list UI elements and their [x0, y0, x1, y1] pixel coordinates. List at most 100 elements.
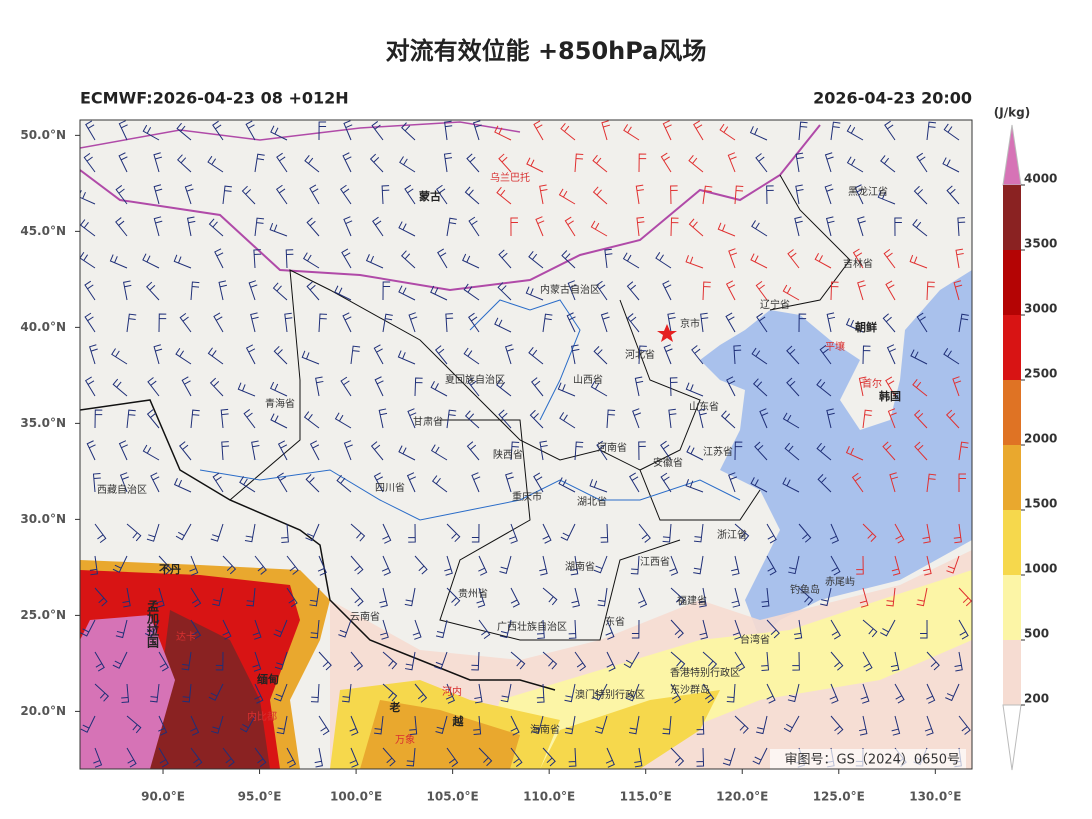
- wind-barb: [754, 441, 768, 461]
- place-label: 钓鱼岛: [790, 583, 820, 596]
- wind-barb: [529, 409, 544, 429]
- wind-barb: [882, 441, 896, 461]
- wind-barb: [889, 472, 899, 493]
- wind-barb: [924, 715, 934, 736]
- wind-barb: [846, 156, 864, 173]
- wind-barb: [445, 683, 455, 704]
- wind-barb: [688, 218, 704, 237]
- wind-barb: [533, 472, 544, 493]
- wind-barb: [304, 154, 320, 173]
- wind-barb: [755, 280, 768, 301]
- wind-barb: [667, 312, 676, 333]
- map-frame: [79, 119, 973, 770]
- wind-barb: [590, 380, 608, 397]
- wind-barb: [945, 683, 960, 702]
- place-label: 西藏自治区: [97, 483, 147, 496]
- wind-barb: [153, 344, 163, 365]
- place-label: 澳门特别行政区: [575, 688, 645, 701]
- wind-barb: [589, 479, 608, 493]
- wind-barb: [190, 587, 202, 608]
- wind-barb: [669, 555, 679, 576]
- wind-barb: [567, 280, 577, 301]
- wind-barb: [634, 376, 644, 397]
- wind-barb: [115, 619, 128, 639]
- place-label: 京市: [680, 317, 700, 330]
- wind-barb: [731, 555, 740, 576]
- wind-barb: [862, 409, 873, 429]
- x-tick-label: 125.0°E: [813, 790, 865, 804]
- wind-barb: [158, 715, 168, 736]
- wind-barb: [253, 249, 262, 269]
- wind-barb: [399, 156, 416, 173]
- place-label: 黑龙江省: [848, 185, 888, 198]
- wind-barb: [222, 555, 237, 575]
- wind-barb: [83, 152, 96, 173]
- wind-barb: [816, 378, 832, 397]
- wind-barb: [318, 651, 332, 671]
- border: [80, 121, 521, 149]
- wind-barb: [190, 715, 200, 736]
- wind-barb: [436, 184, 448, 205]
- wind-barb: [702, 185, 713, 205]
- wind-barb: [816, 442, 832, 461]
- wind-barb: [250, 312, 259, 333]
- wind-barb: [722, 747, 736, 766]
- wind-barb: [498, 409, 512, 429]
- place-label: 孟加拉国: [146, 599, 160, 649]
- wind-barb: [276, 715, 288, 735]
- y-tick-label: 50.0°N: [20, 128, 66, 142]
- wind-barb: [80, 715, 96, 733]
- place-label: 韩国: [879, 389, 901, 403]
- wind-barb: [728, 472, 738, 493]
- wind-barb: [663, 344, 673, 365]
- wind-barb: [846, 124, 864, 141]
- wind-barb: [725, 312, 736, 333]
- wind-barb: [817, 474, 832, 493]
- wind-barb: [215, 651, 224, 671]
- wind-barb: [958, 587, 972, 607]
- wind-barb: [286, 587, 298, 608]
- wind-barb: [574, 153, 584, 173]
- wind-barb: [207, 155, 224, 173]
- wind-barb: [795, 152, 804, 173]
- wind-barb: [605, 619, 615, 640]
- wind-barb: [670, 683, 682, 704]
- colorbar-label: 3500: [1024, 237, 1057, 251]
- wind-barb: [766, 683, 776, 704]
- wind-barb: [254, 747, 267, 768]
- wind-barb: [340, 376, 352, 397]
- wind-barb: [254, 683, 264, 704]
- wind-barb: [177, 154, 192, 173]
- x-tick-label: 90.0°E: [141, 790, 185, 804]
- wind-barb: [404, 587, 416, 607]
- wind-barb: [592, 154, 608, 173]
- wind-barb: [365, 254, 384, 269]
- place-label: 蒙古: [419, 189, 441, 203]
- wind-barb: [190, 747, 203, 768]
- wind-barb: [632, 408, 642, 429]
- wind-barb: [248, 280, 258, 301]
- wind-barb: [286, 747, 297, 768]
- wind-barb: [782, 284, 800, 301]
- wind-barb: [638, 345, 647, 365]
- wind-barb: [89, 344, 98, 365]
- wind-barb: [830, 555, 841, 576]
- wind-barb: [111, 348, 128, 365]
- approval-box: [770, 749, 966, 769]
- wind-barb: [912, 219, 928, 237]
- capital-star: [657, 324, 677, 342]
- wind-barb: [251, 440, 260, 461]
- wind-barb: [444, 555, 453, 576]
- wind-barb: [568, 619, 577, 639]
- wind-barb: [761, 587, 770, 608]
- wind-barb: [401, 122, 416, 141]
- wind-barb: [281, 523, 289, 543]
- wind-barb: [398, 221, 416, 237]
- wind-barb: [372, 216, 384, 237]
- wind-barb: [112, 651, 128, 669]
- wind-barb: [505, 472, 514, 493]
- wind-barb: [286, 555, 299, 575]
- place-label: 内蒙古自治区: [540, 283, 600, 296]
- wind-barb: [913, 185, 928, 205]
